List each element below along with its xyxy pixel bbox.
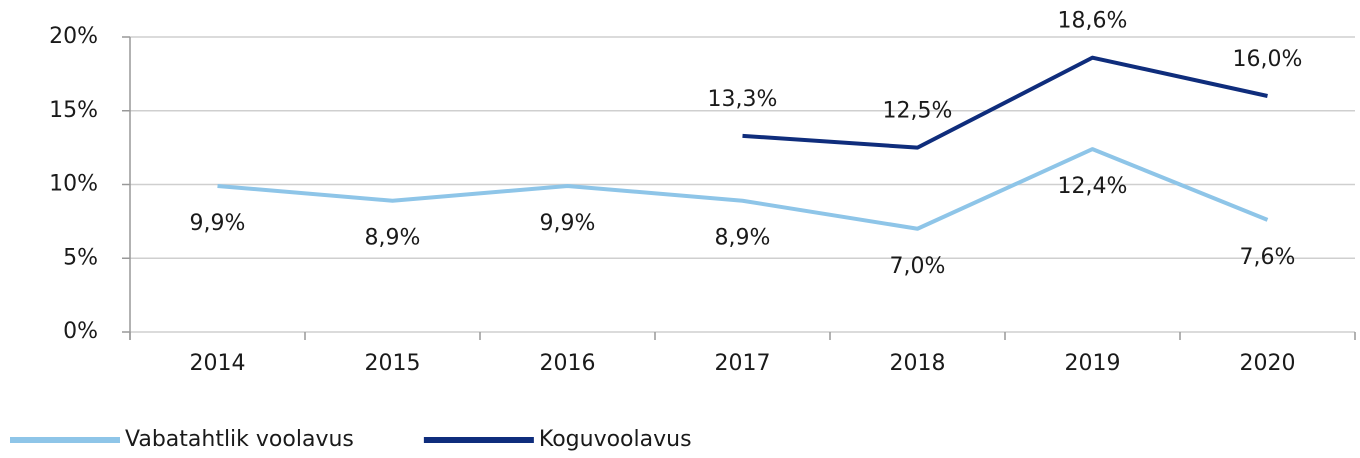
x-tick-label: 2018 bbox=[890, 351, 946, 376]
y-tick-label: 5% bbox=[63, 245, 98, 270]
y-tick-label: 0% bbox=[63, 319, 98, 344]
data-label: 18,6% bbox=[1058, 9, 1128, 34]
x-tick-label: 2017 bbox=[715, 351, 771, 376]
x-tick-label: 2019 bbox=[1065, 351, 1121, 376]
x-tick-label: 2014 bbox=[190, 351, 246, 376]
data-label: 7,0% bbox=[890, 254, 946, 279]
x-tick-label: 2016 bbox=[540, 351, 596, 376]
legend-label: Vabatahtlik voolavus bbox=[125, 427, 354, 452]
series-line bbox=[217, 147, 1269, 231]
legend-label: Koguvoolavus bbox=[539, 427, 692, 452]
series-line bbox=[742, 55, 1268, 150]
data-label: 9,9% bbox=[540, 211, 596, 236]
x-tick-label: 2020 bbox=[1240, 351, 1296, 376]
data-label: 12,4% bbox=[1058, 174, 1128, 199]
data-label: 16,0% bbox=[1233, 47, 1303, 72]
y-tick-label: 20% bbox=[49, 24, 98, 49]
data-label: 12,5% bbox=[883, 99, 953, 124]
data-label: 7,6% bbox=[1240, 245, 1296, 270]
data-label: 8,9% bbox=[715, 226, 771, 251]
y-tick-label: 15% bbox=[49, 98, 98, 123]
x-tick-label: 2015 bbox=[365, 351, 421, 376]
data-label: 8,9% bbox=[365, 226, 421, 251]
data-label: 13,3% bbox=[708, 87, 778, 112]
data-label: 9,9% bbox=[190, 211, 246, 236]
y-tick-label: 10% bbox=[49, 172, 98, 197]
